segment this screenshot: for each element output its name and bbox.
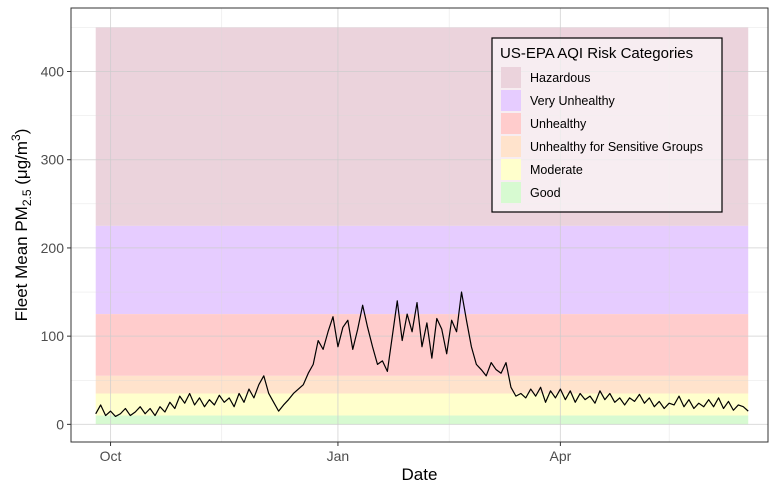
legend-label: Unhealthy for Sensitive Groups bbox=[530, 140, 703, 154]
y-axis: 0 100 200 300 400 bbox=[41, 64, 71, 432]
y-axis-title-prefix: Fleet Mean PM bbox=[12, 206, 31, 321]
y-tick-label: 300 bbox=[41, 152, 65, 168]
legend-items: Hazardous Very Unhealthy Unhealthy Unhealth… bbox=[501, 67, 703, 203]
legend-key bbox=[501, 159, 521, 180]
legend-key bbox=[501, 182, 521, 203]
x-tick-label: Apr bbox=[549, 448, 571, 464]
series-layer bbox=[95, 291, 749, 418]
band-good bbox=[95, 415, 749, 425]
legend: US-EPA AQI Risk Categories Hazardous Very… bbox=[491, 37, 723, 213]
legend-label: Good bbox=[530, 186, 561, 200]
legend-label: Very Unhealthy bbox=[530, 94, 616, 108]
band-moderate bbox=[95, 393, 749, 416]
y-tick-label: 100 bbox=[41, 328, 65, 344]
legend-key bbox=[501, 67, 521, 88]
y-tick-label: 400 bbox=[41, 64, 65, 80]
legend-key bbox=[501, 136, 521, 157]
legend-label: Unhealthy bbox=[530, 117, 587, 131]
legend-title: US-EPA AQI Risk Categories bbox=[500, 45, 693, 62]
y-axis-title-subscript: 2.5 bbox=[20, 189, 34, 206]
y-axis-title-unit-close: ) bbox=[12, 129, 31, 135]
y-tick-label: 200 bbox=[41, 240, 65, 256]
x-tick-label: Oct bbox=[100, 448, 122, 464]
y-axis-title-superscript: 3 bbox=[9, 134, 23, 141]
legend-label: Moderate bbox=[530, 163, 583, 177]
series-line bbox=[95, 291, 749, 418]
y-tick-label: 0 bbox=[56, 416, 64, 432]
band-very-unhealthy bbox=[95, 225, 749, 315]
x-tick-label: Jan bbox=[327, 448, 350, 464]
y-axis-title-unit: (μg/m bbox=[12, 141, 31, 190]
x-axis: Oct Jan Apr bbox=[100, 442, 572, 464]
x-axis-title: Date bbox=[402, 465, 438, 484]
legend-key bbox=[501, 90, 521, 111]
legend-key bbox=[501, 113, 521, 134]
legend-label: Hazardous bbox=[530, 71, 590, 85]
plot-border bbox=[70, 7, 769, 443]
y-axis-title: Fleet Mean PM2.5 (μg/m3) bbox=[9, 129, 34, 322]
band-unhealthy-for-sensitive-groups bbox=[95, 375, 749, 394]
legend-box bbox=[491, 37, 723, 213]
